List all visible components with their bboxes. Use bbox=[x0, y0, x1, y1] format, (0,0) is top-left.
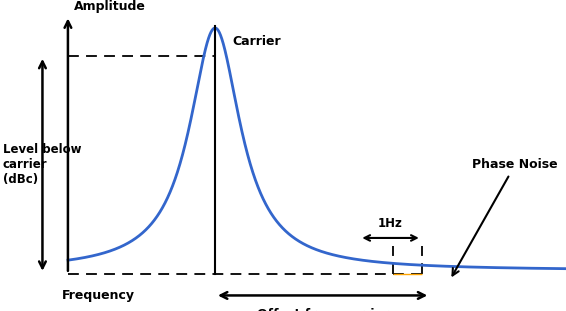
Text: Frequency: Frequency bbox=[62, 289, 135, 302]
Text: Carrier: Carrier bbox=[232, 35, 281, 49]
Text: Amplitude: Amplitude bbox=[74, 0, 145, 13]
Text: Offset from carrier: Offset from carrier bbox=[256, 308, 389, 311]
Text: Level below
carrier
(dBc): Level below carrier (dBc) bbox=[3, 143, 82, 186]
Text: 1Hz: 1Hz bbox=[378, 217, 403, 230]
Text: Phase Noise: Phase Noise bbox=[452, 158, 558, 276]
